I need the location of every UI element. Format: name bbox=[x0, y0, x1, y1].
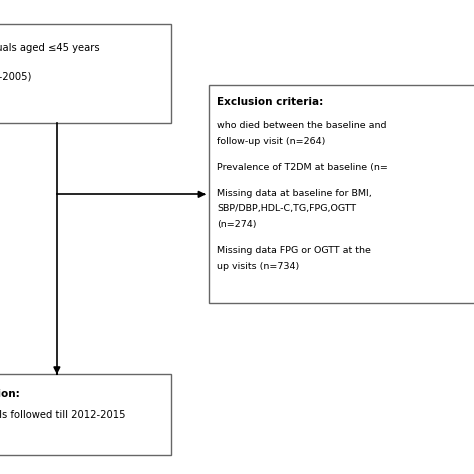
FancyBboxPatch shape bbox=[0, 24, 171, 123]
Text: Exclusion criteria:: Exclusion criteria: bbox=[217, 97, 323, 107]
Text: who died between the baseline and: who died between the baseline and bbox=[217, 121, 387, 130]
FancyBboxPatch shape bbox=[209, 85, 474, 303]
Text: follow-up visit (n=264): follow-up visit (n=264) bbox=[217, 137, 326, 146]
Text: SBP/DBP,HDL-C,TG,FPG,OGTT: SBP/DBP,HDL-C,TG,FPG,OGTT bbox=[217, 204, 356, 213]
Text: up visits (n=734): up visits (n=734) bbox=[217, 262, 300, 271]
FancyBboxPatch shape bbox=[0, 374, 171, 455]
Text: population:: population: bbox=[0, 389, 20, 399]
Text: GS: 2001-2005): GS: 2001-2005) bbox=[0, 71, 31, 81]
Text: Missing data at baseline for BMI,: Missing data at baseline for BMI, bbox=[217, 189, 372, 198]
Text: Missing data FPG or OGTT at the: Missing data FPG or OGTT at the bbox=[217, 246, 371, 255]
Text: individuals followed till 2012-2015: individuals followed till 2012-2015 bbox=[0, 410, 125, 420]
Text: Prevalence of T2DM at baseline (n=: Prevalence of T2DM at baseline (n= bbox=[217, 163, 388, 172]
Text: 2 individuals aged ≤45 years: 2 individuals aged ≤45 years bbox=[0, 43, 99, 53]
Text: (n=274): (n=274) bbox=[217, 220, 256, 229]
